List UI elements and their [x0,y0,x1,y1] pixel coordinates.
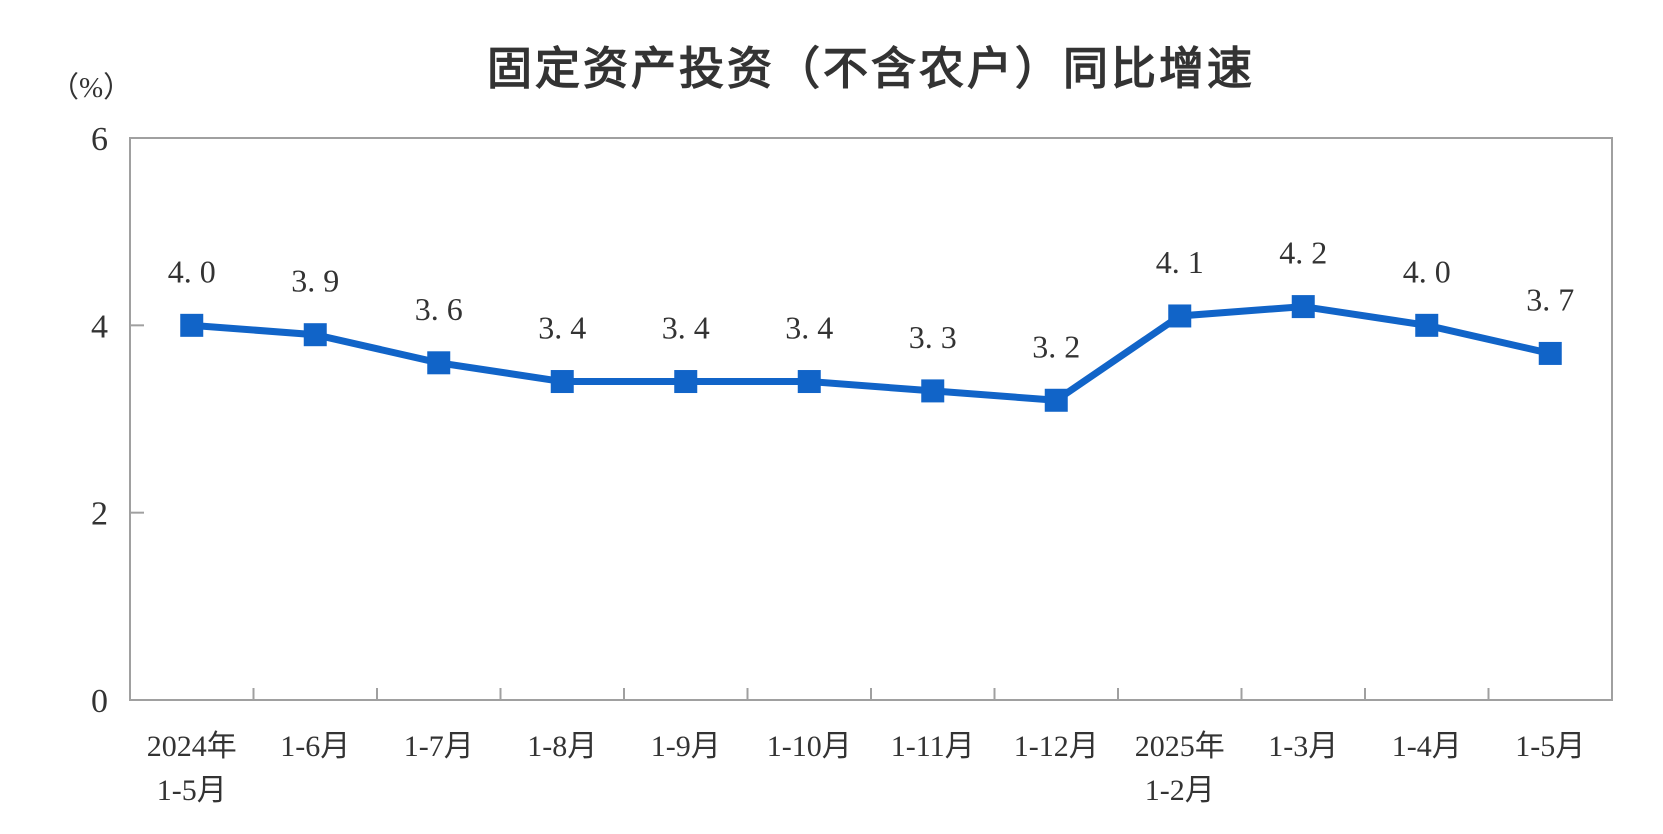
x-axis-label-line: 1-4月 [1392,730,1462,763]
x-axis-label-line: 1-10月 [767,730,852,763]
data-point-label: 4. 0 [168,253,216,289]
data-point-label: 4. 1 [1156,244,1204,280]
chart-title: 固定资产投资（不含农户）同比增速 [486,43,1255,94]
x-axis-label: 1-11月 [891,730,975,763]
data-point-label: 3. 4 [785,310,833,346]
x-axis-label-line: 2024年 [147,730,237,763]
x-axis-label: 1-10月 [767,730,852,763]
y-axis-unit-label: （%） [50,72,133,104]
y-tick-label: 0 [91,683,108,720]
x-axis-label-line: 1-12月 [1014,730,1099,763]
data-point-marker [303,323,327,347]
x-axis-label: 2025年 1-2月 [1135,730,1225,807]
data-point-marker [797,370,821,394]
data-point-marker [180,313,204,337]
data-point-marker [921,379,945,403]
series-line [191,303,1552,404]
x-axis-label-line: 1-11月 [891,730,975,763]
data-point-label: 3. 2 [1032,328,1080,364]
data-point-label: 3. 6 [415,291,463,327]
y-tick-label: 2 [91,496,108,533]
data-point-marker [674,370,698,394]
x-axis-label: 1-4月 [1392,730,1462,763]
x-axis-label-line: 1-9月 [651,730,721,763]
data-point-label: 3. 4 [538,310,586,346]
x-axis-label-line: 1-5月 [157,774,227,807]
data-point-label: 3. 7 [1526,281,1574,317]
data-point-marker [1044,388,1068,412]
data-point-marker [1415,313,1439,337]
x-axis-label-line: 1-5月 [1515,730,1585,763]
x-axis-label: 1-12月 [1014,730,1099,763]
x-axis-label: 1-7月 [404,730,474,763]
x-axis-label: 1-6月 [280,730,350,763]
x-axis-label: 1-5月 [1515,730,1585,763]
x-axis-label: 1-3月 [1268,730,1338,763]
x-axis-label-line: 1-2月 [1145,774,1215,807]
data-point-label: 3. 4 [662,310,710,346]
data-point-marker [427,351,451,375]
x-axis-label-line: 1-7月 [404,730,474,763]
data-point-label: 4. 2 [1279,235,1327,271]
data-point-marker [1538,341,1562,365]
data-point-label: 4. 0 [1403,253,1451,289]
x-axis-label: 1-8月 [527,730,597,763]
x-axis-label-line: 1-6月 [280,730,350,763]
plot-border [129,137,1613,701]
data-point-marker [1291,295,1315,319]
x-axis-label-line: 2025年 [1135,730,1225,763]
data-point-label: 3. 3 [909,319,957,355]
x-axis-label: 1-9月 [651,730,721,763]
data-point-label: 3. 9 [291,263,339,299]
y-tick-label: 6 [91,121,108,158]
data-point-marker [550,370,574,394]
x-axis-label-line: 1-3月 [1268,730,1338,763]
y-tick-label: 4 [91,308,108,345]
x-axis-label-line: 1-8月 [527,730,597,763]
data-point-marker [1168,304,1192,328]
x-axis-label: 2024年 1-5月 [147,730,237,807]
